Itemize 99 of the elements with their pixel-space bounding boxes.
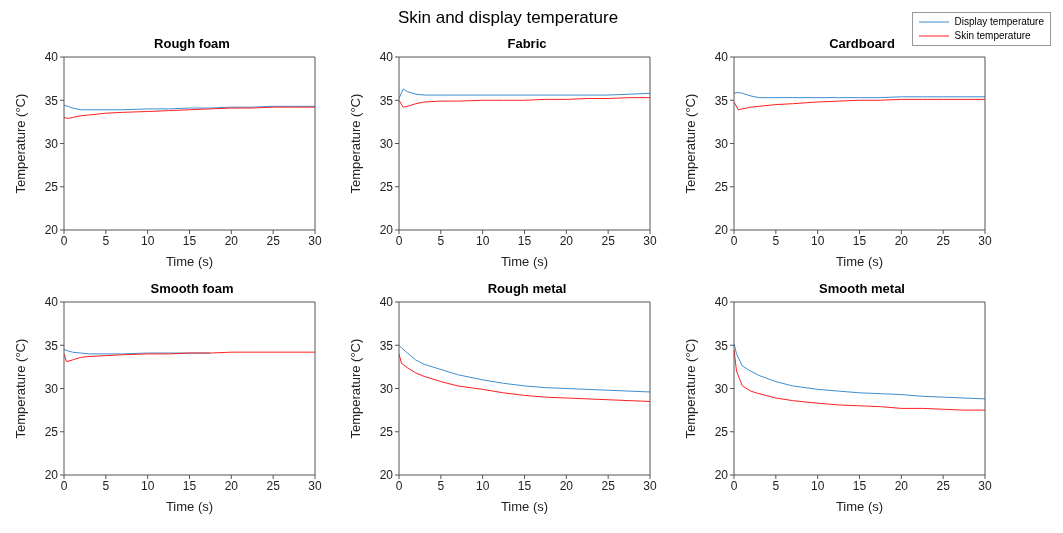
- y-axis-title: Temperature (°C): [12, 338, 28, 439]
- x-tick-label: 15: [517, 233, 532, 248]
- x-tick-label: 5: [437, 478, 445, 493]
- y-tick-label: 20: [44, 468, 59, 483]
- y-tick-label: 35: [44, 338, 59, 353]
- x-axis-title: Time (s): [835, 254, 884, 269]
- x-tick-label: 10: [140, 478, 155, 493]
- y-tick-label: 40: [379, 50, 394, 65]
- x-tick-label: 25: [266, 478, 281, 493]
- y-tick-label: 40: [714, 295, 729, 310]
- y-tick-label: 25: [44, 180, 59, 195]
- x-tick-label: 20: [224, 233, 239, 248]
- y-tick-label: 20: [379, 468, 394, 483]
- y-tick-label: 25: [714, 180, 729, 195]
- x-tick-label: 5: [102, 478, 110, 493]
- y-tick-label: 25: [379, 180, 394, 195]
- line-series: [399, 88, 650, 100]
- x-tick-label: 15: [852, 478, 867, 493]
- x-tick-label: 0: [395, 233, 403, 248]
- y-tick-label: 25: [714, 425, 729, 440]
- y-tick-label: 30: [379, 136, 394, 151]
- x-tick-label: 10: [475, 233, 490, 248]
- x-tick-label: 15: [517, 478, 532, 493]
- x-tick-label: 0: [395, 478, 403, 493]
- x-axis-title: Time (s): [500, 254, 549, 269]
- y-tick-label: 20: [714, 468, 729, 483]
- y-tick-label: 40: [379, 295, 394, 310]
- x-tick-label: 25: [601, 478, 616, 493]
- x-tick-label: 0: [60, 478, 68, 493]
- y-tick-label: 30: [379, 381, 394, 396]
- chart-title: Smooth metal: [818, 281, 906, 297]
- x-tick-label: 20: [894, 478, 909, 493]
- y-tick-label: 35: [714, 93, 729, 108]
- x-tick-label: 30: [643, 478, 657, 493]
- line-series: [64, 351, 315, 363]
- y-tick-label: 30: [44, 136, 59, 151]
- chart-title: Rough metal: [486, 281, 568, 297]
- y-tick-label: 30: [714, 136, 729, 151]
- line-series: [64, 106, 315, 119]
- x-tick-label: 0: [730, 478, 738, 493]
- x-tick-label: 25: [601, 233, 616, 248]
- y-tick-label: 35: [714, 338, 729, 353]
- x-tick-label: 10: [810, 478, 825, 493]
- x-tick-label: 0: [730, 233, 738, 248]
- x-tick-label: 5: [437, 233, 445, 248]
- y-tick-label: 20: [714, 223, 729, 238]
- chart-title: Fabric: [506, 36, 548, 52]
- chart-title: Smooth foam: [149, 281, 235, 297]
- x-tick-label: 25: [266, 233, 281, 248]
- x-tick-label: 30: [308, 478, 322, 493]
- y-tick-label: 25: [44, 425, 59, 440]
- x-tick-label: 30: [978, 233, 992, 248]
- y-axis-title: Temperature (°C): [347, 338, 363, 439]
- x-tick-label: 10: [810, 233, 825, 248]
- line-series: [399, 344, 650, 393]
- y-tick-label: 30: [714, 381, 729, 396]
- x-tick-label: 20: [559, 478, 574, 493]
- x-tick-label: 30: [643, 233, 657, 248]
- x-axis-title: Time (s): [165, 254, 214, 269]
- chart-title: Cardboard: [829, 36, 895, 51]
- y-tick-label: 40: [44, 295, 59, 310]
- legend-label: Skin temperature: [954, 29, 1031, 43]
- x-tick-label: 15: [182, 478, 197, 493]
- y-axis-title: Temperature (°C): [682, 93, 698, 194]
- y-tick-label: 30: [44, 381, 59, 396]
- x-tick-label: 15: [852, 233, 867, 248]
- x-tick-label: 25: [936, 233, 951, 248]
- y-axis-title: Temperature (°C): [12, 93, 28, 194]
- x-tick-label: 30: [308, 233, 322, 248]
- y-tick-label: 20: [44, 223, 59, 238]
- y-tick-label: 25: [379, 425, 394, 440]
- y-axis-title: Temperature (°C): [347, 93, 363, 194]
- x-tick-label: 25: [936, 478, 951, 493]
- x-tick-label: 5: [102, 233, 110, 248]
- y-tick-label: 35: [379, 338, 394, 353]
- x-tick-label: 5: [772, 478, 780, 493]
- x-axis-title: Time (s): [500, 499, 549, 514]
- x-tick-label: 10: [140, 233, 155, 248]
- line-series: [734, 98, 985, 111]
- y-tick-label: 40: [44, 50, 59, 65]
- line-series: [399, 97, 650, 108]
- x-tick-label: 20: [894, 233, 909, 248]
- x-tick-label: 20: [224, 478, 239, 493]
- x-axis-title: Time (s): [835, 499, 884, 514]
- x-tick-label: 15: [182, 233, 197, 248]
- y-axis-title: Temperature (°C): [682, 338, 698, 439]
- x-tick-label: 5: [772, 233, 780, 248]
- x-tick-label: 10: [475, 478, 490, 493]
- x-tick-label: 20: [559, 233, 574, 248]
- chart-title: Rough foam: [153, 36, 231, 52]
- y-tick-label: 35: [379, 93, 394, 108]
- x-axis-title: Time (s): [165, 499, 214, 514]
- x-tick-label: 0: [60, 233, 68, 248]
- y-tick-label: 40: [714, 50, 729, 65]
- y-tick-label: 35: [44, 93, 59, 108]
- y-tick-label: 20: [379, 223, 394, 238]
- text: Skin and display temperature: [397, 8, 619, 27]
- x-tick-label: 30: [978, 478, 992, 493]
- legend-label: Display temperature: [954, 15, 1044, 29]
